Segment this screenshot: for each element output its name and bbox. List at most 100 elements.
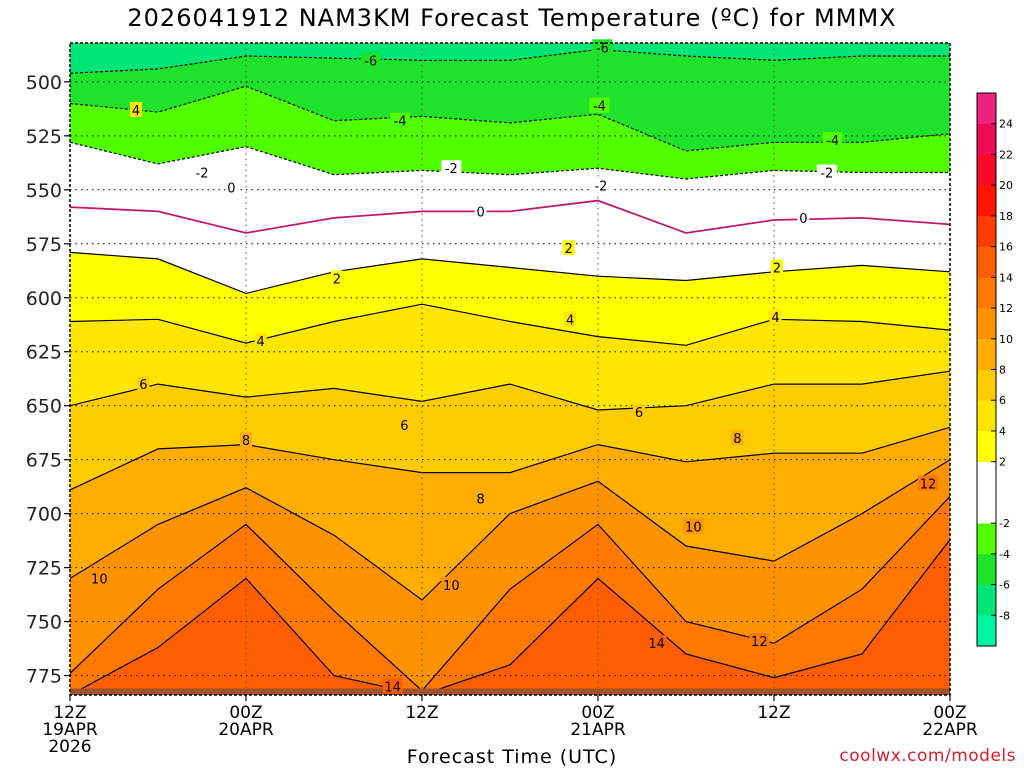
x-tick-label: 20APR: [218, 720, 274, 740]
contour-label: 14: [648, 637, 665, 652]
contour-label: 4: [132, 104, 140, 119]
contour-label-bg: [382, 678, 403, 694]
contour-label: 10: [685, 521, 702, 536]
colorbar-label: -2: [999, 517, 1010, 530]
contour-label-bg: [731, 430, 744, 446]
contour-label-bg: [590, 177, 611, 193]
contour-label: 8: [242, 434, 250, 449]
contour-label: 6: [635, 406, 643, 421]
contour-label-bg: [130, 101, 142, 117]
contour-label-bg: [474, 490, 487, 506]
colorbar-swatch: [977, 123, 996, 155]
contour-label: -4: [593, 100, 606, 115]
colorbar-label: 22: [999, 148, 1013, 161]
temperature-band-14: [70, 539, 950, 695]
contour-label-bg: [360, 52, 381, 68]
colorbar-label: 10: [999, 333, 1013, 346]
contour-label: -4: [826, 134, 839, 149]
colorbar-swatch: [977, 93, 996, 125]
colorbar-label: 18: [999, 210, 1013, 223]
colorbar-label: 16: [999, 241, 1013, 254]
contour-label-bg: [441, 160, 462, 176]
contour-label: -6: [596, 41, 609, 56]
colorbar-label: 12: [999, 302, 1013, 315]
x-tick-label: 19APR: [42, 720, 98, 740]
x-tick-label: 22APR: [922, 720, 978, 740]
x-tick-label: 00Z: [581, 703, 614, 723]
chart-title: 2026041912 NAM3KM Forecast Temperature (…: [127, 4, 897, 32]
x-tick-label: 00Z: [933, 703, 966, 723]
contour-label: 14: [384, 680, 401, 695]
isotherm-6: [70, 370, 950, 411]
terrain-ground: [70, 688, 950, 695]
contour-label-bg: [330, 270, 343, 286]
colorbar-swatch: [977, 461, 996, 493]
contour-label: 10: [443, 579, 460, 594]
colorbar-label: 24: [999, 118, 1013, 131]
y-tick-label: 525: [26, 126, 62, 148]
colorbar-swatch: [977, 246, 996, 278]
contour-label: -2: [820, 167, 833, 182]
contour-label: -2: [196, 167, 209, 182]
contour-label-bg: [816, 164, 837, 180]
contour-label: -2: [445, 162, 458, 177]
colorbar-swatch: [977, 430, 996, 462]
credit-link[interactable]: coolwx.com/models: [839, 746, 1016, 766]
y-tick-label: 775: [26, 666, 62, 688]
colorbar-swatch: [977, 400, 996, 432]
isotherm--6: [70, 48, 950, 74]
contour-label-bg: [769, 309, 782, 325]
colorbar-label: 20: [999, 179, 1013, 192]
colorbar-label: -8: [999, 609, 1010, 622]
y-tick-label: 500: [26, 72, 62, 94]
x-tick-label: 12Z: [53, 703, 86, 723]
contour-label: 2: [333, 272, 341, 287]
isotherm--2: [70, 141, 950, 180]
contour-label: 8: [477, 493, 485, 508]
colorbar-swatch: [977, 369, 996, 401]
isotherm-4: [70, 303, 950, 346]
contour-label: 2: [773, 262, 781, 277]
x-tick-label: 12Z: [757, 703, 790, 723]
colorbar-swatch: [977, 615, 996, 647]
colorbar-swatch: [977, 584, 996, 616]
colorbar-swatch: [977, 553, 996, 585]
colorbar-label: 6: [999, 394, 1006, 407]
colorbar-label: -6: [999, 579, 1010, 592]
y-tick-label: 650: [26, 396, 62, 418]
contour-label: 6: [139, 378, 147, 393]
contour-label: 12: [751, 635, 768, 650]
y-tick-label: 550: [26, 180, 62, 202]
contour-label-bg: [225, 179, 238, 195]
y-tick-label: 625: [26, 342, 62, 364]
contour-label-bg: [633, 404, 646, 420]
contour-label-bg: [918, 475, 938, 491]
contour-label-bg: [749, 633, 770, 649]
colorbar-swatch: [977, 523, 996, 555]
contour-label-bg: [398, 417, 411, 433]
contour-label: 4: [257, 335, 265, 350]
contour-label-bg: [822, 132, 843, 148]
y-tick-label: 600: [26, 288, 62, 310]
colorbar-label: 2: [999, 456, 1006, 469]
contour-label-bg: [390, 112, 410, 128]
colorbar-label: -4: [999, 548, 1010, 561]
isotherm--4: [70, 85, 950, 152]
contour-label: 8: [733, 432, 741, 447]
contour-label-bg: [770, 259, 783, 275]
contour-label-bg: [562, 240, 575, 256]
contour-label-bg: [192, 164, 212, 180]
contour-label: -6: [364, 54, 377, 69]
y-tick-label: 675: [26, 450, 62, 472]
colorbar-label: 8: [999, 364, 1006, 377]
colorbar-label: 14: [999, 271, 1013, 284]
contour-label: 0: [799, 212, 807, 227]
y-tick-label: 700: [26, 504, 62, 526]
x-tick-label: 00Z: [229, 703, 262, 723]
plot-frame: [69, 42, 951, 696]
colorbar-swatch: [977, 338, 996, 370]
x-tick-label: 21APR: [570, 720, 626, 740]
colorbar-swatch: [977, 277, 996, 309]
contour-label: 12: [920, 477, 937, 492]
